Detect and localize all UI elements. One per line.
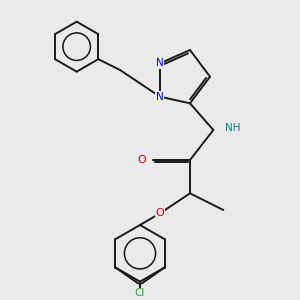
Text: Cl: Cl <box>135 288 145 298</box>
Text: NH: NH <box>225 123 241 133</box>
Text: O: O <box>156 208 164 218</box>
Text: N: N <box>156 92 164 102</box>
Text: O: O <box>137 155 146 165</box>
Text: N: N <box>156 58 164 68</box>
